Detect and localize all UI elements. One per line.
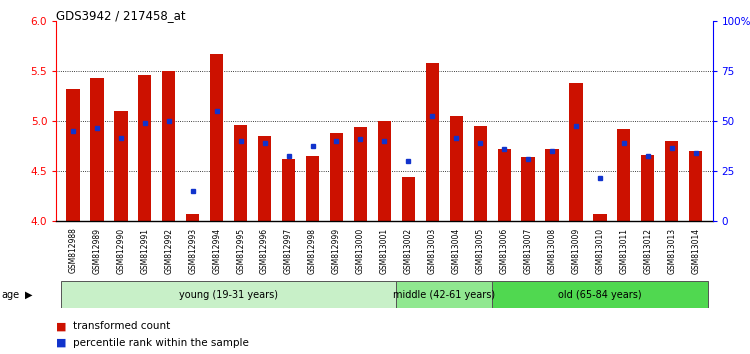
Text: middle (42-61 years): middle (42-61 years) bbox=[393, 290, 495, 300]
Bar bbox=[426, 63, 439, 221]
Text: ■: ■ bbox=[56, 321, 67, 331]
Text: GDS3942 / 217458_at: GDS3942 / 217458_at bbox=[56, 9, 186, 22]
Bar bbox=[378, 121, 391, 221]
Bar bbox=[569, 83, 583, 221]
Text: age: age bbox=[2, 290, 20, 300]
Bar bbox=[492, 281, 708, 308]
Bar bbox=[521, 157, 535, 221]
Bar bbox=[593, 214, 607, 221]
Text: old (65-84 years): old (65-84 years) bbox=[558, 290, 642, 300]
Text: percentile rank within the sample: percentile rank within the sample bbox=[73, 338, 248, 348]
Bar bbox=[258, 136, 272, 221]
Bar bbox=[473, 126, 487, 221]
Bar bbox=[402, 177, 415, 221]
Text: ■: ■ bbox=[56, 338, 67, 348]
Bar bbox=[330, 133, 343, 221]
Bar bbox=[138, 75, 152, 221]
Bar bbox=[61, 281, 396, 308]
Bar bbox=[641, 155, 655, 221]
Bar bbox=[354, 127, 367, 221]
Bar bbox=[186, 214, 200, 221]
Bar bbox=[234, 125, 248, 221]
Bar bbox=[497, 149, 511, 221]
Bar bbox=[91, 78, 104, 221]
Text: young (19-31 years): young (19-31 years) bbox=[179, 290, 278, 300]
Bar bbox=[282, 159, 296, 221]
Bar bbox=[67, 89, 80, 221]
Bar bbox=[114, 111, 128, 221]
Bar bbox=[617, 129, 631, 221]
Text: transformed count: transformed count bbox=[73, 321, 170, 331]
Bar bbox=[450, 116, 463, 221]
Bar bbox=[210, 54, 224, 221]
Bar bbox=[689, 151, 702, 221]
Bar bbox=[545, 149, 559, 221]
Bar bbox=[396, 281, 492, 308]
Bar bbox=[665, 141, 678, 221]
Bar bbox=[162, 71, 176, 221]
Bar bbox=[306, 156, 319, 221]
Text: ▶: ▶ bbox=[25, 290, 32, 300]
